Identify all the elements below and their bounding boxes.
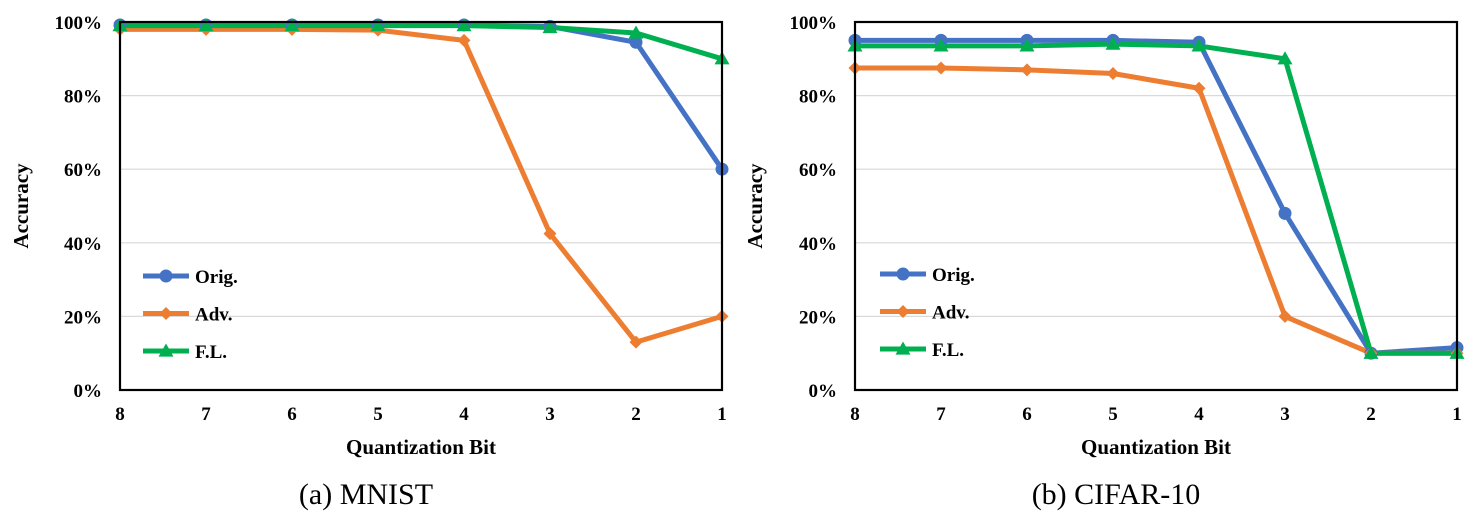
legend-label: F.L. xyxy=(932,340,964,361)
y-tick-label: 60% xyxy=(799,160,837,181)
legend-marker xyxy=(896,305,910,318)
x-tick-label: 7 xyxy=(936,404,946,425)
data-point xyxy=(1020,63,1034,77)
data-point xyxy=(934,61,948,75)
chart-panel-1: 0% 20% 40% 60% 80% 100% 8 7 6 5 4 3 2 1 Orig. Adv. F.L. Q… xyxy=(9,13,730,511)
x-tick-label: 2 xyxy=(1366,404,1376,425)
legend-marker xyxy=(159,269,173,283)
x-tick-label: 8 xyxy=(850,404,860,425)
y-axis-title: Accuracy xyxy=(743,163,767,249)
x-tick-label: 7 xyxy=(201,404,211,425)
legend-marker xyxy=(158,343,174,357)
data-point xyxy=(629,335,643,349)
data-point xyxy=(1105,36,1121,50)
data-point xyxy=(457,33,471,47)
x-tick-label: 6 xyxy=(1022,404,1032,425)
data-point xyxy=(1277,51,1293,65)
data-point xyxy=(1278,206,1292,220)
legend: Orig. Adv. F.L. xyxy=(880,265,975,361)
legend-label: F.L. xyxy=(195,342,227,363)
x-tick-label: 8 xyxy=(115,404,125,425)
data-point xyxy=(284,18,300,32)
y-tick-label: 20% xyxy=(64,307,102,328)
y-tick-label: 80% xyxy=(64,87,102,108)
series-line-adv xyxy=(852,65,1460,356)
y-axis-title: Accuracy xyxy=(9,163,33,249)
legend-marker xyxy=(159,307,173,320)
plot-area xyxy=(853,20,1459,392)
series-line-fl xyxy=(117,23,725,62)
data-point xyxy=(1363,345,1379,359)
data-point xyxy=(1192,81,1206,95)
x-tick-label: 3 xyxy=(545,404,555,425)
data-point xyxy=(543,227,557,241)
y-tick-label: 60% xyxy=(64,160,102,181)
legend-label: Adv. xyxy=(932,303,970,324)
y-tick-label: 40% xyxy=(799,234,837,255)
data-point xyxy=(933,38,949,52)
x-tick-label: 2 xyxy=(631,404,641,425)
legend-label: Orig. xyxy=(195,267,238,288)
data-point xyxy=(456,18,472,32)
y-tick-label: 0% xyxy=(74,381,103,402)
legend-label: Orig. xyxy=(932,265,975,286)
data-point xyxy=(542,20,558,34)
data-point xyxy=(629,35,643,49)
x-tick-label: 3 xyxy=(1280,404,1290,425)
data-point xyxy=(1191,38,1207,52)
legend-marker xyxy=(896,267,910,281)
series-line-orig xyxy=(852,37,1460,356)
panel-caption: (a) MNIST xyxy=(299,478,433,511)
x-tick-label: 4 xyxy=(1194,404,1204,425)
legend-marker xyxy=(895,341,911,355)
y-tick-label: 20% xyxy=(799,307,837,328)
y-tick-label: 40% xyxy=(64,234,102,255)
x-axis-title: Quantization Bit xyxy=(346,435,496,459)
data-point xyxy=(198,18,214,32)
y-tick-label: 0% xyxy=(809,381,838,402)
x-tick-label: 5 xyxy=(1108,404,1118,425)
y-tick-label: 100% xyxy=(790,13,838,34)
plot-area xyxy=(118,20,724,392)
x-tick-label: 1 xyxy=(717,404,727,425)
chart-panel-2: 0% 20% 40% 60% 80% 100% 8 7 6 5 4 3 2 1 Orig. Adv. F.L. Q… xyxy=(743,13,1465,511)
data-point xyxy=(1106,67,1120,81)
data-point xyxy=(1278,309,1292,323)
legend-label: Adv. xyxy=(195,305,233,326)
x-tick-label: 4 xyxy=(459,404,469,425)
x-tick-label: 1 xyxy=(1452,404,1462,425)
y-tick-label: 80% xyxy=(799,87,837,108)
data-point xyxy=(1019,38,1035,52)
data-point xyxy=(370,18,386,32)
x-tick-label: 5 xyxy=(373,404,383,425)
x-axis-title: Quantization Bit xyxy=(1081,435,1231,459)
data-point xyxy=(628,25,644,39)
y-tick-label: 100% xyxy=(55,13,103,34)
panel-caption: (b) CIFAR-10 xyxy=(1032,478,1201,511)
series-line-fl xyxy=(852,41,1460,356)
series-line-adv xyxy=(117,26,725,345)
legend: Orig. Adv. F.L. xyxy=(143,267,238,363)
x-tick-label: 6 xyxy=(287,404,297,425)
